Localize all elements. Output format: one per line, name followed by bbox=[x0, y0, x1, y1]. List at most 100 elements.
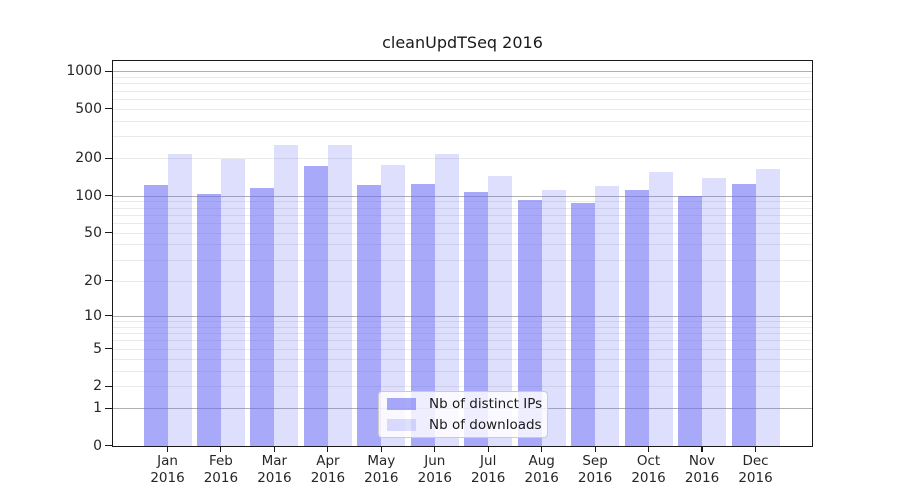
bar-nb-of-downloads-nov bbox=[702, 177, 726, 446]
y-gridline-minor bbox=[113, 136, 812, 138]
x-tick-label-month: Sep bbox=[582, 453, 608, 469]
y-gridline-major bbox=[113, 315, 812, 317]
x-tick-label-year: 2016 bbox=[310, 469, 346, 486]
legend-swatch-downloads bbox=[387, 418, 416, 431]
x-tick-label-year: 2016 bbox=[150, 469, 185, 486]
x-tick-label: Aug 2016 bbox=[510, 453, 574, 486]
y-gridline-major bbox=[113, 195, 812, 197]
x-tick-label-month: Dec bbox=[742, 453, 769, 469]
y-gridline-minor bbox=[113, 386, 812, 388]
bar-nb-of-downloads-sep bbox=[595, 185, 620, 446]
y-tick-label: 500 bbox=[75, 100, 102, 117]
legend: Nb of distinct IPs Nb of downloads bbox=[378, 391, 548, 438]
y-tick bbox=[105, 385, 112, 387]
y-gridline-minor bbox=[113, 232, 812, 234]
bar-nb-of-downloads-feb bbox=[221, 158, 245, 446]
x-tick bbox=[327, 446, 329, 452]
x-tick-label: Feb 2016 bbox=[189, 453, 253, 486]
x-tick-label-month: Jun bbox=[424, 453, 446, 469]
bar-nb-of-distinct-ips-apr bbox=[303, 166, 328, 446]
y-gridline-minor bbox=[113, 320, 812, 322]
y-tick bbox=[105, 445, 112, 447]
y-gridline-minor bbox=[113, 158, 812, 160]
bar-nb-of-downloads-oct bbox=[648, 172, 673, 446]
y-tick bbox=[105, 315, 112, 317]
y-gridline-minor bbox=[113, 77, 812, 78]
y-gridline-minor bbox=[113, 214, 812, 216]
bar-nb-of-distinct-ips-nov bbox=[678, 195, 702, 446]
legend-label-downloads: Nb of downloads bbox=[429, 416, 542, 433]
y-gridline-minor bbox=[113, 244, 812, 246]
y-gridline-minor bbox=[113, 370, 812, 372]
x-tick-label-year: 2016 bbox=[631, 469, 666, 486]
y-tick bbox=[105, 280, 112, 282]
x-tick bbox=[380, 446, 382, 452]
x-tick-label: Mar 2016 bbox=[242, 453, 306, 486]
x-tick-label: Sep 2016 bbox=[563, 453, 627, 486]
bar-nb-of-distinct-ips-oct bbox=[624, 189, 649, 446]
y-gridline-minor bbox=[113, 348, 812, 350]
chart-title: cleanUpdTSeq 2016 bbox=[382, 33, 543, 52]
bar-nb-of-distinct-ips-mar bbox=[250, 188, 275, 446]
x-tick-label-month: Jul bbox=[480, 453, 497, 469]
x-tick bbox=[273, 446, 275, 452]
x-tick-label-year: 2016 bbox=[364, 469, 399, 486]
y-tick-label: 1 bbox=[93, 400, 102, 417]
bar-nb-of-distinct-ips-sep bbox=[571, 203, 596, 446]
y-tick-label: 20 bbox=[84, 272, 102, 289]
y-tick-label: 5 bbox=[93, 340, 102, 357]
y-tick bbox=[105, 108, 112, 110]
bar-nb-of-distinct-ips-feb bbox=[197, 193, 221, 446]
x-tick-label-month: Aug bbox=[528, 453, 555, 469]
y-gridline-minor bbox=[113, 326, 812, 328]
x-tick-label-month: Apr bbox=[316, 453, 340, 469]
x-tick-label-year: 2016 bbox=[738, 469, 773, 486]
y-tick bbox=[105, 70, 112, 72]
y-gridline-minor bbox=[113, 108, 812, 110]
x-tick-label-month: May bbox=[367, 453, 396, 469]
x-tick-label-year: 2016 bbox=[417, 469, 452, 486]
x-tick-label-year: 2016 bbox=[524, 469, 559, 486]
x-tick-label-month: Mar bbox=[261, 453, 288, 469]
x-tick bbox=[541, 446, 543, 452]
x-tick-label-year: 2016 bbox=[203, 469, 239, 486]
y-gridline-minor bbox=[113, 280, 812, 282]
x-tick-label-month: Jan bbox=[157, 453, 178, 469]
x-tick bbox=[487, 446, 489, 452]
y-tick-label: 1000 bbox=[66, 63, 102, 80]
y-gridline-minor bbox=[113, 207, 812, 209]
bar-nb-of-downloads-jan bbox=[167, 153, 192, 446]
y-tick-label: 10 bbox=[84, 307, 102, 324]
x-tick-label: Dec 2016 bbox=[724, 453, 788, 486]
x-tick-label: Jun 2016 bbox=[403, 453, 467, 486]
bar-nb-of-distinct-ips-dec bbox=[731, 184, 756, 446]
x-tick-label: Apr 2016 bbox=[296, 453, 360, 486]
bar-nb-of-downloads-mar bbox=[274, 145, 299, 446]
legend-swatch-distinct-ips bbox=[387, 398, 416, 411]
x-tick bbox=[754, 446, 757, 452]
x-tick bbox=[701, 446, 703, 452]
x-tick bbox=[220, 446, 222, 452]
plot-area bbox=[113, 61, 812, 446]
x-tick-label: Jul 2016 bbox=[456, 453, 520, 486]
y-tick bbox=[105, 348, 112, 350]
y-gridline-minor bbox=[113, 83, 812, 85]
y-tick-label: 50 bbox=[84, 224, 102, 241]
y-gridline-minor bbox=[113, 90, 812, 92]
y-gridline-major bbox=[113, 71, 812, 73]
x-tick-label-month: Feb bbox=[208, 453, 233, 469]
legend-item-downloads: Nb of downloads bbox=[379, 417, 547, 433]
x-tick-label-year: 2016 bbox=[471, 469, 506, 486]
x-tick-label-year: 2016 bbox=[257, 469, 292, 486]
bar-nb-of-downloads-dec bbox=[755, 169, 780, 446]
x-tick-label-month: Nov bbox=[688, 453, 716, 469]
y-tick-label: 100 bbox=[75, 187, 102, 204]
y-tick bbox=[105, 157, 112, 159]
x-tick-label: May 2016 bbox=[349, 453, 413, 486]
y-tick-label: 0 bbox=[93, 437, 102, 454]
bar-nb-of-downloads-apr bbox=[327, 144, 352, 446]
y-tick bbox=[105, 232, 112, 234]
x-tick-label: Nov 2016 bbox=[670, 453, 734, 486]
bar-nb-of-distinct-ips-jan bbox=[143, 184, 168, 446]
x-tick-label: Oct 2016 bbox=[617, 453, 681, 486]
